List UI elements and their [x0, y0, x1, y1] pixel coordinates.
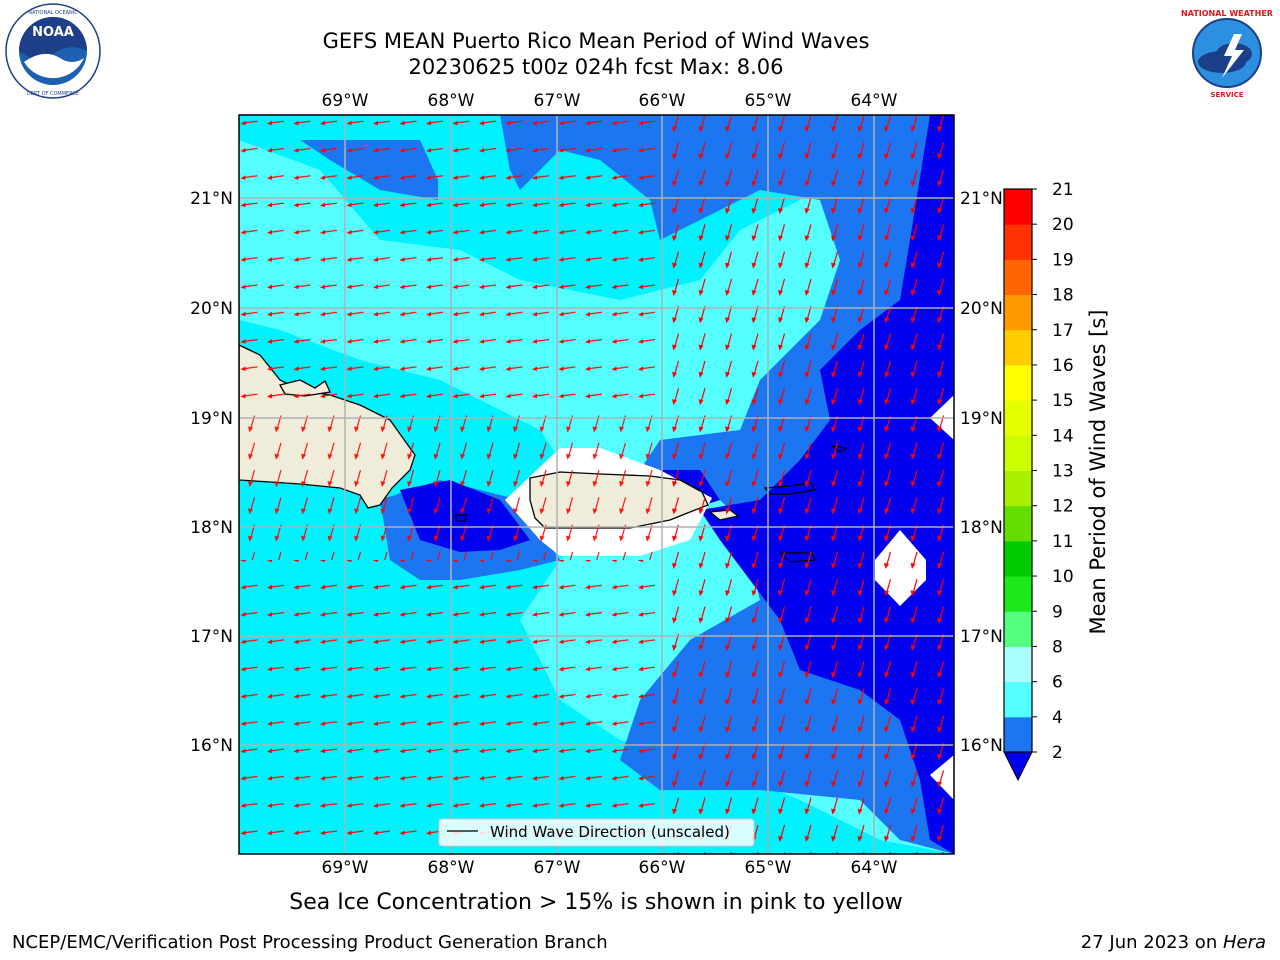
- lon-tick-bottom: 66°W: [639, 858, 686, 878]
- legend-label: Wind Wave Direction (unscaled): [490, 823, 730, 841]
- lat-tick-right: 16°N: [960, 736, 1003, 756]
- map-field: [239, 115, 954, 854]
- wind-wave-arrows-sw: [239, 560, 659, 854]
- wind-wave-arrows-nw: [239, 115, 659, 405]
- colorbar-segment: [1004, 576, 1032, 612]
- legend-box: [438, 818, 755, 847]
- lon-tick-bottom: 64°W: [851, 858, 898, 878]
- lon-tick-top: 64°W: [851, 91, 898, 111]
- lon-tick-bottom: 65°W: [745, 858, 792, 878]
- map-frame: [238, 114, 955, 855]
- footer-host: Hera: [1222, 932, 1266, 953]
- colorbar-tick-label: 11: [1052, 532, 1074, 552]
- wind-wave-arrows-east: [659, 115, 954, 854]
- lat-tick-right: 17°N: [960, 627, 1003, 647]
- colorbar-tick-label: 13: [1052, 462, 1074, 482]
- footer-date: 27 Jun 2023 on Hera: [1081, 932, 1266, 953]
- chart-title: GEFS MEAN Puerto Rico Mean Period of Win…: [322, 29, 870, 53]
- lat-tick-right: 18°N: [960, 518, 1003, 538]
- footer-date-text: 27 Jun 2023 on: [1080, 932, 1223, 953]
- colorbar-tick-label: 10: [1052, 567, 1074, 587]
- colorbar-tick-label: 2: [1052, 743, 1063, 763]
- lon-tick-top: 68°W: [428, 91, 475, 111]
- colorbar-segment: [1004, 364, 1032, 401]
- colorbar-tick-label: 17: [1052, 321, 1074, 341]
- lon-tick-bottom: 68°W: [428, 858, 475, 878]
- colorbar-tick-label: 15: [1052, 391, 1074, 411]
- lon-tick-top: 69°W: [322, 91, 369, 111]
- colorbar-segment: [1004, 540, 1032, 577]
- lat-tick-right: 21°N: [960, 189, 1003, 209]
- lat-tick-left: 17°N: [190, 627, 233, 647]
- colorbar-segment: [1004, 329, 1032, 366]
- colorbar-segment: [1004, 189, 1032, 225]
- svg-text:NATIONAL WEATHER: NATIONAL WEATHER: [1181, 9, 1273, 18]
- graticule: [239, 115, 954, 854]
- colorbar-segment: [1004, 681, 1032, 718]
- lon-tick-top: 65°W: [745, 91, 792, 111]
- colorbar-label: Mean Period of Wind Waves [s]: [1086, 310, 1110, 635]
- chart-subtitle: 20230625 t00z 024h fcst Max: 8.06: [408, 55, 784, 79]
- colorbar-segment: [1004, 224, 1032, 260]
- lat-tick-left: 16°N: [190, 736, 233, 756]
- footer-credit: NCEP/EMC/Verification Post Processing Pr…: [12, 932, 608, 953]
- lat-tick-right: 20°N: [960, 299, 1003, 319]
- colorbar-tick-label: 6: [1052, 673, 1063, 693]
- colorbar-segment: [1004, 294, 1032, 331]
- colorbar-tick-label: 19: [1052, 250, 1074, 270]
- colorbar: 2 4 6 8 9 10 11 12 13 14 15 16 17 18 19 20 21: [1003, 180, 1074, 782]
- svg-text:NOAA: NOAA: [32, 25, 74, 40]
- colorbar-segment: [1004, 716, 1032, 753]
- svg-text:SERVICE: SERVICE: [1210, 91, 1243, 99]
- colorbar-segment: [1004, 259, 1032, 296]
- lon-tick-bottom: 69°W: [322, 858, 369, 878]
- colorbar-segment: [1004, 646, 1032, 683]
- noaa-logo-icon: NOAA NATIONAL OCEANIC DEPT OF COMMERCE: [5, 3, 101, 99]
- colorbar-tick-label: 8: [1052, 637, 1063, 657]
- colorbar-tick-label: 20: [1052, 215, 1074, 235]
- colorbar-underflow: [1003, 751, 1033, 782]
- colorbar-tick-label: 9: [1052, 602, 1063, 622]
- lon-tick-top: 66°W: [639, 91, 686, 111]
- lon-tick-bottom: 67°W: [534, 858, 581, 878]
- wind-wave-arrows-center: [239, 405, 659, 560]
- svg-text:DEPT OF COMMERCE: DEPT OF COMMERCE: [27, 91, 79, 97]
- colorbar-segment: [1004, 611, 1032, 647]
- colorbar-tick-label: 12: [1052, 497, 1074, 517]
- lat-tick-left: 19°N: [190, 409, 233, 429]
- colorbar-segment: [1004, 400, 1032, 436]
- sea-ice-note: Sea Ice Concentration > 15% is shown in …: [289, 890, 903, 915]
- nws-logo-icon: NATIONAL WEATHER SERVICE: [1180, 6, 1274, 100]
- colorbar-segment: [1004, 470, 1032, 507]
- colorbar-tick-label: 16: [1052, 356, 1074, 376]
- lat-tick-left: 18°N: [190, 518, 233, 538]
- colorbar-segment: [1004, 435, 1032, 471]
- colorbar-tick-label: 18: [1052, 286, 1074, 306]
- svg-text:NATIONAL OCEANIC: NATIONAL OCEANIC: [28, 10, 78, 16]
- lat-tick-left: 21°N: [190, 189, 233, 209]
- lon-tick-top: 67°W: [534, 91, 581, 111]
- colorbar-segment: [1004, 505, 1032, 542]
- colorbar-tick-label: 21: [1052, 180, 1074, 200]
- colorbar-tick-label: 14: [1052, 426, 1074, 446]
- lat-tick-right: 19°N: [960, 409, 1003, 429]
- lat-tick-left: 20°N: [190, 299, 233, 319]
- colorbar-tick-label: 4: [1052, 708, 1063, 728]
